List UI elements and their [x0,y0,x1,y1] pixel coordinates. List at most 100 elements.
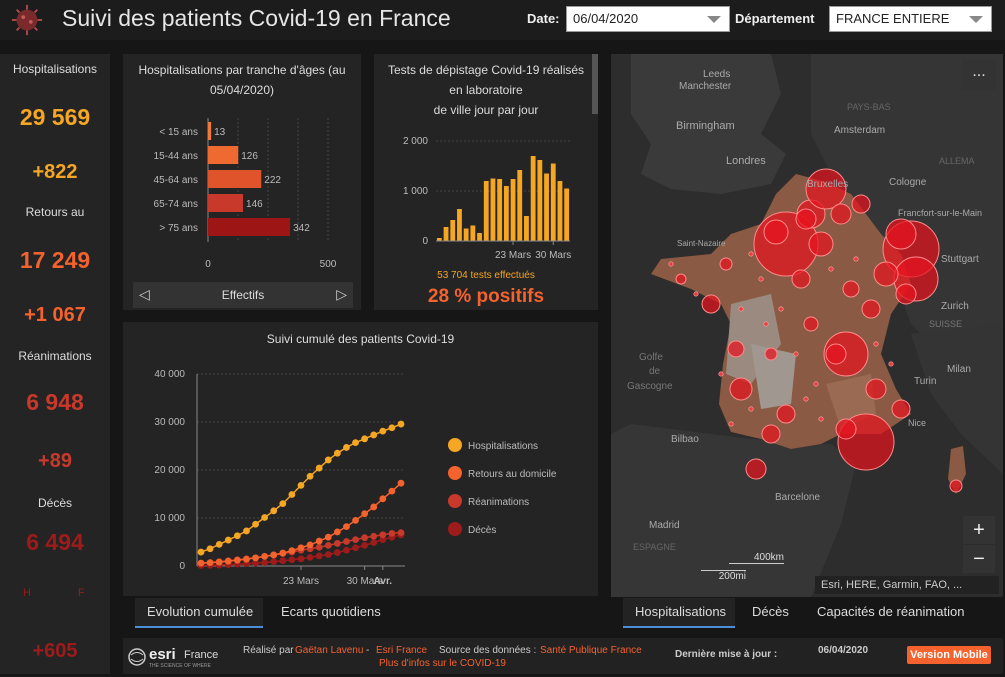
series-point[interactable] [361,534,369,542]
series-point[interactable] [333,528,341,536]
series-point[interactable] [261,514,269,521]
series-point[interactable] [343,444,350,451]
map-bubble-small[interactable] [693,291,699,297]
series-point[interactable] [288,491,296,498]
map-attribution[interactable]: Esri, HERE, Garmin, FAO, ... [815,576,999,594]
tab-evolution-cumulee[interactable]: Evolution cumulée [135,598,263,628]
map-bubble-small[interactable] [873,341,879,347]
map-bubble[interactable] [835,418,857,440]
tests-bar[interactable] [550,163,556,242]
series-point[interactable] [270,551,278,559]
series-point[interactable] [352,536,359,543]
series-point[interactable] [224,536,232,544]
tests-bar[interactable] [530,156,536,241]
series-point[interactable] [370,532,378,540]
map-bubble-small[interactable] [763,321,769,327]
tests-bar[interactable] [450,220,456,241]
map-bubble[interactable] [675,273,687,285]
series-point[interactable] [224,557,232,565]
series-point[interactable] [324,533,332,541]
tests-bar[interactable] [524,216,529,241]
tests-bar[interactable] [483,181,489,241]
chevron-left-icon[interactable]: ◁ [139,286,150,302]
series-point[interactable] [306,541,314,549]
map-bubble-small[interactable] [758,276,764,282]
series-point[interactable] [306,472,314,480]
author-link[interactable]: Gaëtan Lavenu [295,645,364,656]
series-point[interactable] [261,553,269,560]
series-point[interactable] [352,517,359,524]
map-bubble[interactable] [885,218,917,250]
zoom-out-button[interactable]: − [963,545,995,573]
series-point[interactable] [279,557,287,565]
series-point[interactable] [297,544,305,552]
series-point[interactable] [233,532,241,540]
tab-capacites-reanimation[interactable]: Capacités de réanimation [817,604,965,619]
series-point[interactable] [233,556,241,564]
tests-bar[interactable] [470,225,476,242]
map-bubble[interactable] [764,347,778,361]
age-bar[interactable] [208,122,212,140]
series-point[interactable] [397,479,405,487]
map-bubble-small[interactable] [818,416,824,422]
tests-bar[interactable] [443,227,449,241]
series-point[interactable] [361,510,369,518]
tests-bar[interactable] [477,233,482,241]
tests-bar[interactable] [564,188,570,242]
age-bar[interactable] [208,146,239,164]
series-point[interactable] [343,523,350,531]
series-point[interactable] [388,487,396,495]
series-point[interactable] [315,543,323,551]
series-point[interactable] [206,545,214,553]
series-point[interactable] [379,531,387,539]
tab-hospitalisations[interactable]: Hospitalisations [623,598,735,628]
series-point[interactable] [333,449,341,457]
series-point[interactable] [215,558,223,566]
series-point[interactable] [243,527,250,535]
series-point[interactable] [306,553,314,561]
map-bubble[interactable] [776,404,796,424]
map-bubble-small[interactable] [803,396,809,402]
tests-bar[interactable] [537,160,543,241]
map-bubble[interactable] [727,340,745,358]
map-bubble[interactable] [861,299,881,319]
age-bar[interactable] [208,170,262,188]
series-point[interactable] [297,555,305,563]
map-bubble-small[interactable] [778,306,784,312]
map-bubble[interactable] [805,168,847,210]
map-view[interactable]: Leeds Manchester Birmingham Londres Amst… [611,54,1003,597]
series-point[interactable] [252,559,259,567]
map-bubble-small[interactable] [738,306,744,312]
series-point[interactable] [324,541,332,549]
map-bubble-small[interactable] [728,421,734,427]
map-bubble-small[interactable] [853,256,859,262]
zoom-in-button[interactable]: + [963,516,995,544]
series-point[interactable] [352,544,359,552]
map-bubble[interactable] [791,269,811,289]
tests-bar[interactable] [497,179,503,241]
series-point[interactable] [315,552,323,560]
series-point[interactable] [324,456,332,464]
series-point[interactable] [324,551,332,558]
series-point[interactable] [252,520,259,528]
series-point[interactable] [370,539,378,546]
map-bubble[interactable] [763,219,789,245]
map-bubble[interactable] [825,343,847,365]
department-select[interactable]: FRANCE ENTIERE [829,6,992,32]
france-map[interactable]: Leeds Manchester Birmingham Londres Amst… [611,54,1003,597]
series-point[interactable] [270,558,278,566]
series-point[interactable] [388,424,396,432]
series-point[interactable] [352,439,359,447]
tab-deces[interactable]: Décès [752,604,789,619]
series-point[interactable] [252,554,259,562]
map-bubble[interactable] [873,261,899,287]
map-bubbles[interactable] [668,168,963,493]
map-bubble-small[interactable] [813,381,819,387]
map-bubble[interactable] [808,231,834,257]
date-select[interactable]: 06/04/2020 [566,6,730,32]
map-bubble[interactable] [803,316,819,332]
source-link[interactable]: Santé Publique France [540,645,642,656]
series-point[interactable] [361,541,369,549]
tests-bar[interactable] [510,179,516,241]
map-bubble-small[interactable] [748,251,754,257]
